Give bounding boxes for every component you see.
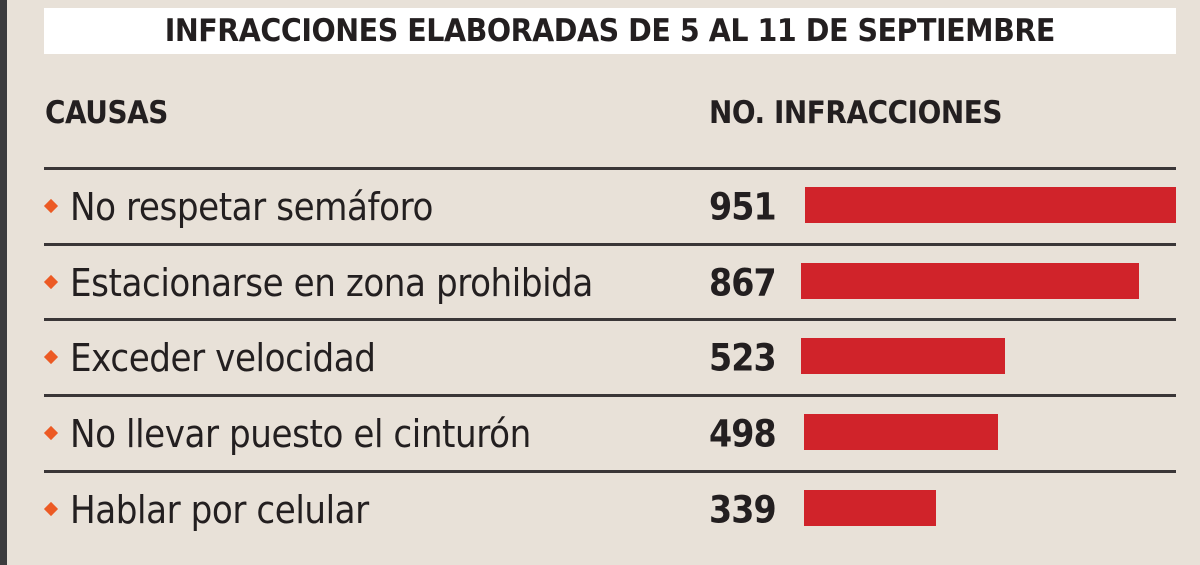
bar xyxy=(804,490,936,526)
row-separator xyxy=(44,167,1176,170)
category-label: No respetar semáforo xyxy=(70,185,433,229)
diamond-bullet-icon xyxy=(43,198,59,214)
chart-row: Estacionarse en zona prohibida 867 xyxy=(0,246,1200,320)
category-label: Hablar por celular xyxy=(70,488,369,532)
bar xyxy=(801,338,1005,374)
diamond-bullet-icon xyxy=(43,274,59,290)
chart-row: No llevar puesto el cinturón 498 xyxy=(0,397,1200,471)
data-label: 951 xyxy=(709,185,777,229)
bar xyxy=(804,414,998,450)
row-separator xyxy=(44,243,1176,246)
chart-row: No respetar semáforo 951 xyxy=(0,170,1200,244)
row-separator xyxy=(44,470,1176,473)
column-header-count: NO. INFRACCIONES xyxy=(709,95,1002,131)
title-band: INFRACCIONES ELABORADAS DE 5 AL 11 DE SE… xyxy=(44,8,1176,54)
row-separator xyxy=(44,394,1176,397)
chart-row: Hablar por celular 339 xyxy=(0,473,1200,547)
data-label: 867 xyxy=(709,261,777,305)
left-border-strip xyxy=(0,0,7,565)
data-label: 339 xyxy=(709,488,777,532)
category-label: Exceder velocidad xyxy=(70,336,376,380)
column-header-causes: CAUSAS xyxy=(45,95,168,131)
data-label: 498 xyxy=(709,412,777,456)
category-label: Estacionarse en zona prohibida xyxy=(70,261,593,305)
bar xyxy=(805,187,1176,223)
row-separator xyxy=(44,318,1176,321)
category-label: No llevar puesto el cinturón xyxy=(70,412,531,456)
diamond-bullet-icon xyxy=(43,425,59,441)
data-label: 523 xyxy=(709,336,777,380)
chart-row: Exceder velocidad 523 xyxy=(0,321,1200,395)
diamond-bullet-icon xyxy=(43,501,59,517)
chart-title: INFRACCIONES ELABORADAS DE 5 AL 11 DE SE… xyxy=(164,13,1056,49)
diamond-bullet-icon xyxy=(43,349,59,365)
bar xyxy=(801,263,1139,299)
